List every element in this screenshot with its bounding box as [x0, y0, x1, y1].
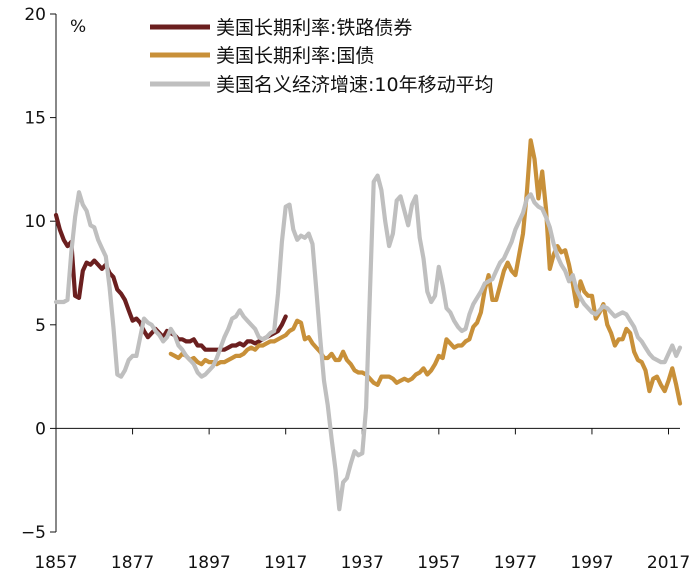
- x-tick-label: 1877: [111, 553, 154, 573]
- x-tick-label: 1897: [187, 553, 230, 573]
- series-line-nominal-growth: [53, 173, 683, 512]
- y-tick-label: 20: [24, 5, 46, 25]
- y-tick-label: 15: [24, 109, 46, 129]
- x-tick-label: 1957: [417, 553, 460, 573]
- x-tick-label: 1937: [341, 553, 384, 573]
- y-unit-label: %: [70, 17, 86, 37]
- legend-label: 美国名义经济增速:10年移动平均: [216, 74, 494, 96]
- y-tick-label: −5: [21, 523, 46, 543]
- x-tick-label: 2017: [647, 553, 690, 573]
- x-tick-label: 1977: [494, 553, 537, 573]
- x-axis: 1857 1877 1897 1917 1937 1957 1977 1997 2017: [34, 427, 690, 573]
- x-tick-label: 1997: [570, 553, 613, 573]
- y-axis: 20 15 10 5 0 −5: [21, 5, 57, 543]
- x-tick-label: 1917: [264, 553, 307, 573]
- plot-series: [53, 138, 683, 512]
- x-tick-label: 1857: [34, 553, 77, 573]
- legend-label: 美国长期利率:铁路债券: [216, 17, 412, 39]
- y-tick-label: 0: [35, 419, 46, 439]
- y-tick-label: 5: [35, 316, 46, 336]
- legend-label: 美国长期利率:国债: [216, 45, 374, 67]
- y-tick-label: 10: [24, 212, 46, 232]
